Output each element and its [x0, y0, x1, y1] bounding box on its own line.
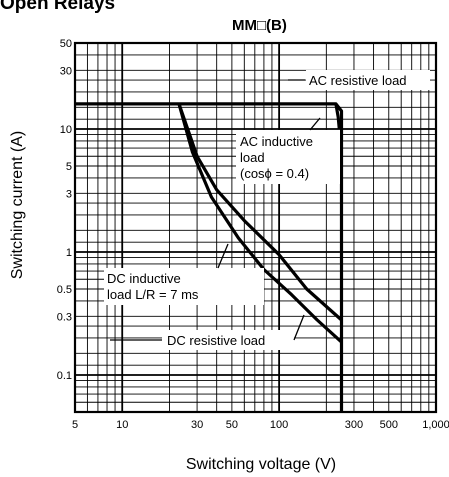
annotation-box [306, 70, 430, 90]
x-tick-label: 5 [72, 419, 78, 431]
dc-resistive-label: DC resistive load [167, 333, 265, 348]
dc-inductive-curve [177, 103, 343, 322]
y-axis-label: Switching current (A) [9, 131, 26, 280]
y-tick-label: 50 [60, 38, 72, 50]
tick-labels: 5 10 30 50 100 300 500 1,000 0.1 0.3 0.5 1 3 5 10 30 50 [57, 38, 449, 431]
x-tick-label: 1,000 [422, 419, 449, 431]
x-axis-label: Switching voltage (V) [186, 456, 336, 473]
x-tick-label: 50 [226, 419, 238, 431]
x-tick-label: 10 [116, 419, 128, 431]
page-title: Open Relays [0, 0, 116, 14]
ac-inductive-curve [334, 103, 341, 130]
x-tick-label: 300 [345, 419, 363, 431]
dc-resistive-curve [177, 103, 343, 344]
y-tick-label: 3 [66, 188, 72, 200]
leader-line [293, 314, 305, 341]
dc-inductive-label: load L/R = 7 ms [107, 287, 199, 302]
ac-inductive-label: (cosϕ = 0.4) [240, 166, 309, 181]
chart-title: MM□(B) [232, 17, 287, 34]
annotation-box [236, 130, 340, 184]
x-tick-label: 30 [191, 419, 203, 431]
annotation-box [104, 268, 264, 305]
y-tick-label: 0.3 [57, 311, 72, 323]
y-tick-label: 5 [66, 161, 72, 173]
ac-inductive-label: load [240, 150, 265, 165]
y-tick-label: 30 [60, 65, 72, 77]
y-tick-label: 0.5 [57, 284, 72, 296]
leader-line [217, 243, 229, 269]
ac-inductive-label: AC inductive [240, 134, 313, 149]
ac-resistive-label: AC resistive load [309, 73, 407, 88]
y-tick-label: 10 [60, 124, 72, 136]
y-tick-label: 0.1 [57, 370, 72, 382]
leader-line [309, 117, 321, 131]
x-tick-label: 500 [380, 419, 398, 431]
x-tick-label: 100 [270, 419, 288, 431]
series-group [75, 102, 344, 412]
dc-inductive-label: DC inductive [107, 271, 181, 286]
ac-resistive-curve [75, 102, 344, 412]
grid [73, 41, 438, 414]
plot-frame [73, 41, 438, 414]
annotation-box [162, 330, 294, 350]
y-tick-label: 1 [66, 247, 72, 259]
